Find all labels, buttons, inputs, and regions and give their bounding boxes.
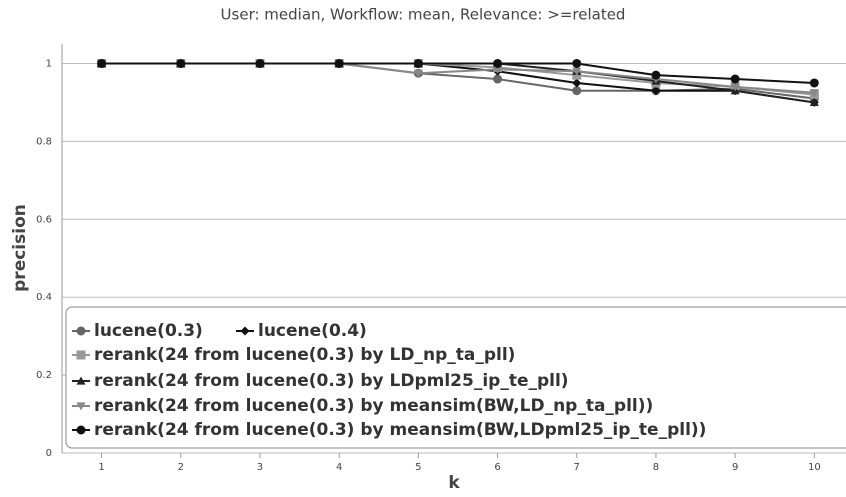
- y-axis-label: precision: [10, 204, 30, 292]
- legend-label: rerank(24 from lucene(0.3) by meansim(BW…: [94, 420, 706, 440]
- marker: [809, 89, 819, 98]
- series-line: [101, 62, 815, 84]
- marker: [572, 67, 582, 76]
- legend-marker: [76, 326, 86, 336]
- marker: [493, 74, 503, 84]
- y-tick-label: 0.6: [36, 214, 52, 225]
- legend-marker: [76, 402, 86, 411]
- marker: [809, 78, 819, 88]
- marker: [334, 58, 344, 68]
- x-tick-label: 1: [98, 462, 104, 473]
- legend-label: rerank(24 from lucene(0.3) by LD_np_ta_p…: [94, 345, 515, 365]
- marker: [651, 86, 661, 96]
- y-tick-label: 0: [46, 448, 52, 459]
- marker: [413, 58, 423, 68]
- x-tick-label: 7: [574, 462, 580, 473]
- x-axis-label: k: [448, 473, 460, 493]
- x-tick-label: 6: [494, 462, 500, 473]
- y-tick-label: 0.2: [36, 370, 52, 381]
- series-line: [101, 62, 815, 100]
- marker: [651, 70, 661, 80]
- x-tick-label: 2: [178, 462, 184, 473]
- marker: [255, 58, 265, 68]
- x-tick-label: 4: [336, 462, 342, 473]
- series-line: [101, 62, 815, 104]
- marker: [730, 83, 740, 92]
- x-tick-label: 5: [415, 462, 421, 473]
- marker: [176, 58, 186, 68]
- x-tick-label: 3: [257, 462, 263, 473]
- x-tick-label: 9: [732, 462, 738, 473]
- legend-box: [65, 306, 846, 449]
- legend-marker: [76, 425, 86, 435]
- legend-label: lucene(0.3): [94, 321, 203, 341]
- y-tick-label: 0.4: [36, 292, 52, 303]
- chart-title: User: median, Workflow: mean, Relevance:…: [221, 6, 626, 24]
- marker: [809, 97, 819, 107]
- legend-label: rerank(24 from lucene(0.3) by meansim(BW…: [94, 396, 653, 416]
- legend-label: rerank(24 from lucene(0.3) by LDpml25_ip…: [94, 371, 569, 391]
- marker: [730, 74, 740, 84]
- marker: [493, 58, 503, 68]
- marker: [97, 58, 107, 68]
- series-line: [101, 62, 815, 104]
- legend-marker: [240, 326, 250, 336]
- legend-marker: [76, 376, 86, 385]
- marker: [493, 65, 503, 74]
- x-tick-label: 10: [808, 462, 821, 473]
- y-tick-label: 0.8: [36, 136, 52, 147]
- legend-label: lucene(0.4): [258, 321, 367, 341]
- legend-marker: [76, 350, 86, 360]
- marker: [572, 86, 582, 96]
- y-tick-label: 1: [46, 58, 52, 69]
- marker: [572, 78, 582, 88]
- marker: [413, 69, 423, 78]
- x-tick-label: 8: [653, 462, 659, 473]
- marker: [572, 58, 582, 68]
